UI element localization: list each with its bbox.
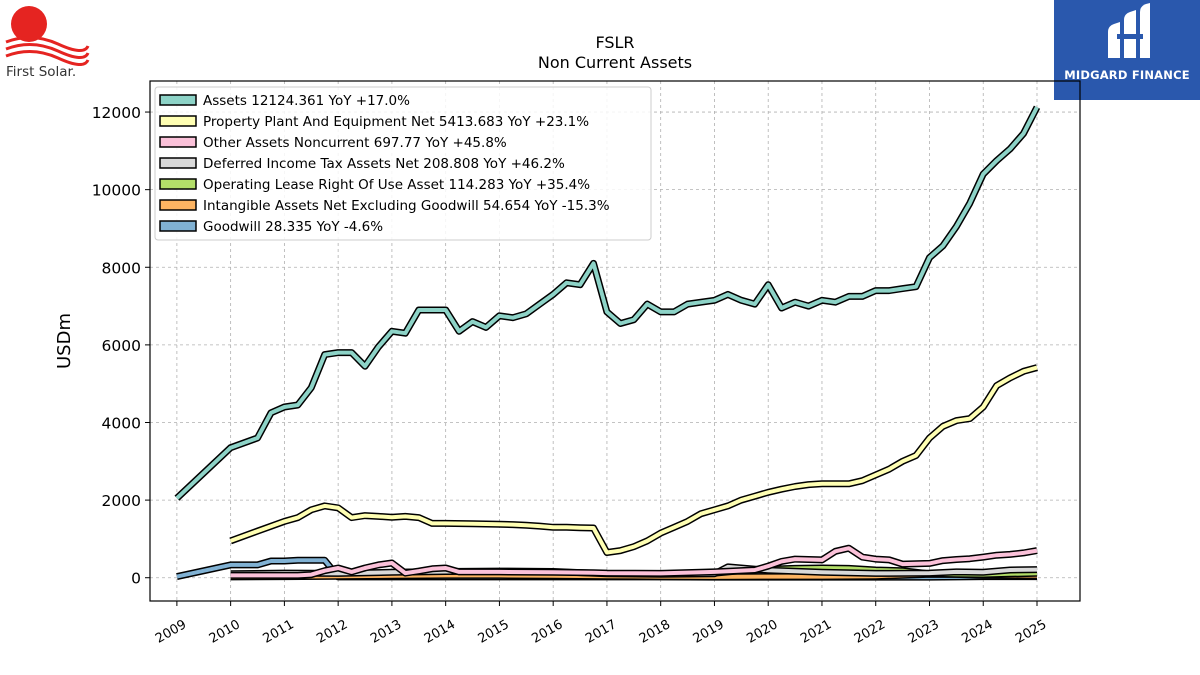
plot-frame [149,80,1081,602]
x-tick-label: 2025 [1013,617,1049,647]
legend-swatch [159,199,197,211]
x-tick-label: 2012 [314,617,350,647]
x-tick-label: 2018 [637,617,673,647]
chart-subtitle: Non Current Assets [537,53,693,72]
y-axis-label: USDm [54,313,75,369]
legend-swatch [159,157,197,169]
series-outline-property-plant-and-equipment-net [229,364,1038,556]
legend-swatch [159,115,197,127]
x-tick-label: 2015 [476,617,512,647]
midgard-m-icon [1108,3,1150,58]
legend-entry: Operating Lease Right Of Use Asset 114.2… [203,177,590,193]
x-tick-label: 2009 [153,617,189,647]
series-layer [174,105,1041,581]
y-tick-label: 6000 [102,337,141,355]
legend: Assets 12124.361 YoY +17.0% Property Plan… [154,86,652,241]
x-tick-label: 2021 [798,617,834,647]
y-tick-label: 10000 [92,182,141,200]
x-tick-label: 2017 [583,617,619,647]
legend-swatch [159,220,197,232]
x-tick-label: 2022 [852,617,888,647]
legend-entry: Assets 12124.361 YoY +17.0% [203,93,410,109]
y-tick-label: 8000 [102,259,141,277]
legend-entry: Goodwill 28.335 YoY -4.6% [203,219,383,235]
legend-swatch [159,178,197,190]
legend-entry: Deferred Income Tax Assets Net 208.808 Y… [203,156,565,172]
chart-title: FSLR [595,33,635,52]
first-solar-wordmark: First Solar. [6,64,77,80]
midgard-wordmark: MIDGARD FINANCE [1064,68,1190,82]
y-tick-label: 2000 [102,492,141,510]
sun-disc [11,6,47,42]
midgard-finance-logo: MIDGARD FINANCE [1054,0,1200,100]
legend-box [154,86,652,241]
x-tick-label: 2024 [959,617,995,647]
legend-swatch [159,136,197,148]
x-tick-label: 2020 [744,617,780,647]
legend-entry: Property Plant And Equipment Net 5413.68… [203,114,589,130]
sun-icon [5,6,90,66]
series-line-property-plant-and-equipment-net [229,365,1038,555]
x-tick-label: 2014 [422,617,458,647]
x-tick-label: 2013 [368,617,404,647]
x-tick-label: 2011 [261,617,297,647]
series-line-assets [175,106,1039,500]
y-tick-label: 4000 [102,414,141,432]
x-tick-label: 2010 [207,617,243,647]
legend-swatch [159,94,197,106]
legend-entry: Intangible Assets Net Excluding Goodwill… [203,198,610,214]
first-solar-logo [2,4,97,84]
y-tick-label: 0 [131,570,141,588]
y-tick-label: 12000 [92,104,141,122]
legend-entry: Other Assets Noncurrent 697.77 YoY +45.8… [203,135,507,151]
x-tick-label: 2019 [691,617,727,647]
x-tick-label: 2016 [529,617,565,647]
series-line-other-assets-noncurrent [230,546,1038,578]
x-tick-label: 2023 [906,617,942,647]
